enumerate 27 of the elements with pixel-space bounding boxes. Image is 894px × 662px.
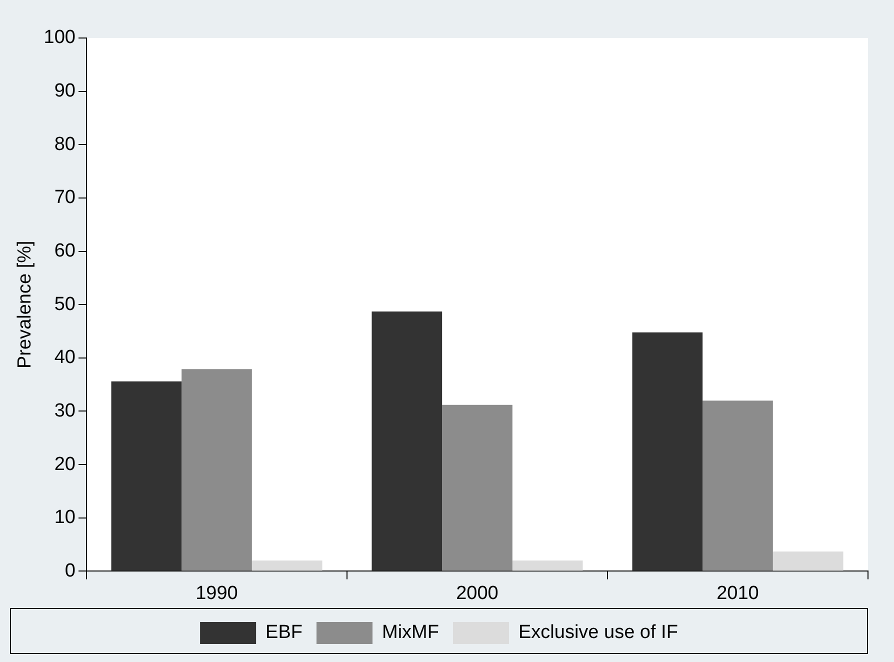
- y-tick-label: 80: [54, 134, 76, 155]
- y-tick-label: 40: [54, 347, 76, 368]
- bar: [111, 381, 182, 571]
- y-axis-title: Prevalence [%]: [14, 240, 36, 368]
- x-tick-label: 2000: [456, 582, 498, 604]
- y-tick-label: 30: [54, 400, 76, 422]
- bar: [372, 312, 442, 571]
- bar: [252, 560, 322, 571]
- x-tick-label: 2010: [716, 582, 759, 604]
- y-tick-label: 10: [54, 507, 76, 528]
- bar: [632, 332, 703, 571]
- bar: [512, 560, 583, 571]
- y-tick-label: 50: [54, 294, 76, 315]
- y-tick-label: 70: [54, 187, 76, 208]
- bar: [442, 404, 512, 571]
- legend-label: Exclusive use of IF: [518, 622, 678, 644]
- legend-label: MixMF: [382, 622, 439, 644]
- y-tick-label: 60: [54, 240, 76, 262]
- y-tick-label: 0: [64, 560, 76, 582]
- y-tick-label: 90: [54, 80, 76, 102]
- bar: [702, 400, 773, 571]
- legend-label: EBF: [266, 622, 303, 644]
- y-tick-label: 20: [54, 454, 76, 475]
- y-tick-label: 100: [44, 27, 76, 48]
- bar: [772, 551, 844, 571]
- x-tick-label: 1990: [196, 582, 238, 604]
- bar: [182, 369, 252, 571]
